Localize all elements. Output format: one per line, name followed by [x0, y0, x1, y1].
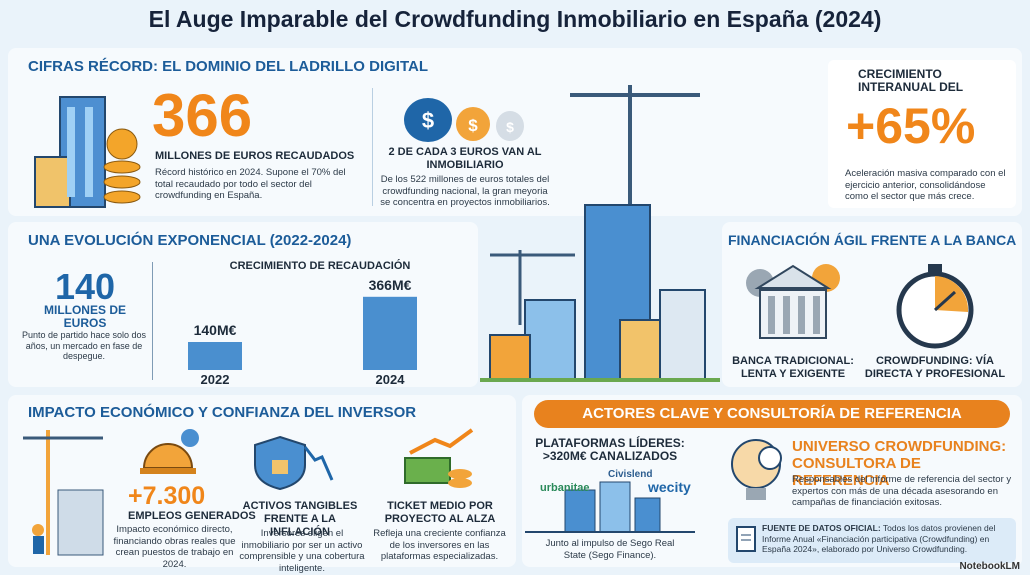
- stat-value: +65%: [846, 98, 976, 154]
- growth-box: [828, 60, 1016, 208]
- section-heading: IMPACTO ECONÓMICO Y CONFIANZA DEL INVERS…: [28, 404, 417, 421]
- bar-label: 366M€: [369, 277, 412, 293]
- category-label: 2024: [376, 372, 406, 385]
- stat-text: De los 522 millones de euros totales del…: [380, 174, 550, 208]
- money-growth-icon: [404, 428, 474, 488]
- stat-label: 2 DE CADA 3 EUROS VAN AL INMOBILIARIO: [388, 146, 542, 171]
- crowd-label: CROWDFUNDING: VÍA DIRECTA Y PROFESIONAL: [864, 355, 1006, 380]
- svg-text:$: $: [506, 119, 514, 135]
- divider: [152, 262, 153, 380]
- stat-label: CRECIMIENTO INTERANUAL DEL: [858, 67, 964, 94]
- stat-text: Aceleración masiva comparado con el ejer…: [845, 168, 1006, 202]
- building-icon: [34, 96, 141, 208]
- stat-value: 366: [152, 82, 253, 149]
- section-heading: CIFRAS RÉCORD: EL DOMINIO DEL LADRILLO D…: [28, 58, 428, 75]
- svg-text:$: $: [422, 108, 434, 133]
- stat-text: Inversores eligen el inmobiliario por se…: [239, 528, 365, 574]
- hardhat-icon: [140, 429, 199, 474]
- section-heading: FINANCIACIÓN ÁGIL FRENTE A LA BANCA: [728, 232, 1017, 248]
- stat-label: EMPLEOS GENERADOS: [128, 510, 256, 522]
- category-label: 2022: [201, 372, 230, 385]
- stat-label: MILLONES DE EUROS: [43, 303, 126, 330]
- stat-text: Impacto económico directo, financiando o…: [113, 524, 236, 570]
- stat-label: PLATAFORMAS LÍDERES: >320M€ CANALIZADOS: [535, 436, 685, 463]
- stat-value: +7.300: [128, 482, 206, 510]
- stat-text: Refleja una creciente confianza de los i…: [373, 528, 506, 562]
- money-bags-icon: $ $ $: [404, 98, 524, 142]
- platform-buildings-icon: [525, 481, 695, 533]
- logo: Civislend: [608, 469, 653, 480]
- skyline-illustration: [480, 85, 720, 382]
- source-box: [728, 518, 1016, 563]
- stat-label: ACTIVOS TANGIBLES FRENTE A LA INFLACIÓN: [242, 500, 358, 538]
- consultant-label: UNIVERSO CROWDFUNDING: CONSULTORA DE REF…: [792, 438, 1007, 489]
- section-heading: ACTORES CLAVE Y CONSULTORÍA DE REFERENCI…: [534, 400, 1010, 428]
- bar-label: 140M€: [194, 322, 237, 338]
- stat-text: Punto de partido hace solo dos años, un …: [21, 330, 147, 361]
- bank-label: BANCA TRADICIONAL: LENTA Y EXIGENTE: [732, 355, 854, 380]
- divider: [372, 88, 373, 206]
- logo: wecity: [648, 479, 691, 495]
- stat-text: Junto al impulso de Sego Real State (Seg…: [545, 538, 675, 561]
- svg-text:$: $: [468, 116, 478, 135]
- bank-icon: [746, 264, 840, 339]
- source-label: FUENTE DE DATOS OFICIAL:: [762, 523, 881, 533]
- brand: NotebookLM: [959, 561, 1020, 572]
- stat-label: TICKET MEDIO POR PROYECTO AL ALZA: [384, 500, 496, 525]
- section-heading: UNA EVOLUCIÓN EXPONENCIAL (2022-2024): [28, 232, 352, 249]
- stat-value: 140: [54, 266, 116, 307]
- stat-label: MILLONES DE EUROS RECAUDADOS: [155, 150, 355, 162]
- logo: urbanitae: [540, 482, 590, 494]
- shield-icon: [254, 435, 334, 490]
- construction-icon: [23, 430, 104, 556]
- stopwatch-icon: [896, 264, 974, 349]
- stat-text: Récord histórico en 2024. Supone el 70% …: [155, 167, 346, 201]
- document-icon: [736, 526, 756, 552]
- source-text: FUENTE DE DATOS OFICIAL: Todos los datos…: [762, 523, 1012, 555]
- bar: [188, 342, 242, 370]
- consultant-text: Responsables del informe de referencia d…: [792, 474, 1012, 508]
- growth-chart: 140M€ 2022 366M€ 2024: [188, 277, 417, 385]
- source-body: Todos los datos provienen del Informe An…: [762, 523, 996, 554]
- page-title: El Auge Imparable del Crowdfunding Inmob…: [148, 6, 882, 32]
- bar: [363, 296, 417, 370]
- chart-title: CRECIMIENTO DE RECAUDACIÓN: [229, 260, 411, 272]
- brain-icon: [731, 439, 782, 500]
